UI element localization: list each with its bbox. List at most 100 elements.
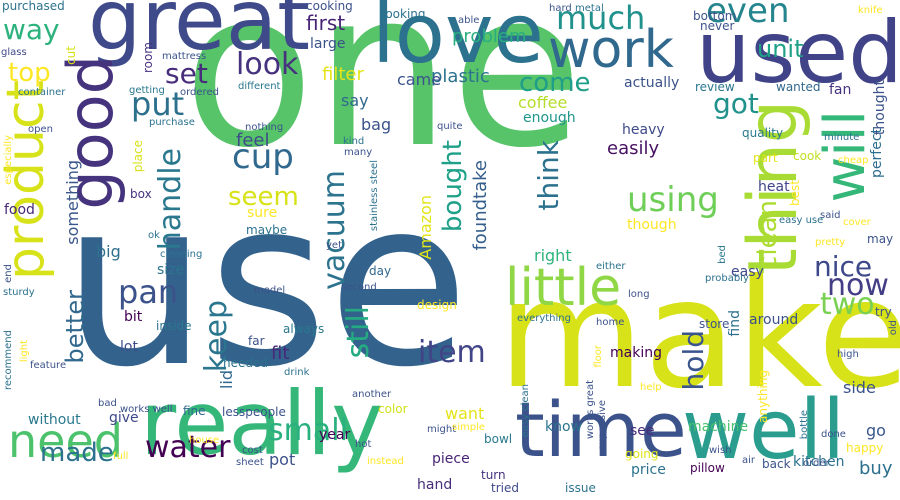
word-second: second [341,282,377,293]
word-air: air [742,455,756,466]
word-nothing: nothing [245,122,284,133]
word-actually: actually [624,75,680,91]
word-said: said [820,210,841,221]
word-another: another [352,389,392,400]
word-long: long [628,289,650,300]
word-maybe: maybe [246,223,288,237]
word-cheap: cheap [838,155,869,166]
word-high: high [837,349,859,360]
word-price: price [631,462,666,478]
word-place: place [131,140,145,173]
word-metal: metal [575,3,604,14]
word-clean: clean [753,200,783,270]
word-little: little [505,258,622,318]
word-sure: sure [247,205,278,221]
word-pot: pot [269,450,296,469]
word-bad: bad [98,398,117,409]
word-way: way [3,13,60,46]
word-turn: turn [481,468,506,482]
word-really: really [140,372,384,475]
word-issue: issue [565,481,596,495]
word-cut: cut [64,46,78,65]
word-may: may [867,232,894,246]
word-item: item [418,335,486,370]
word-review: review [695,80,735,94]
word-cost: cost [242,445,263,456]
word-knife: knife [858,5,883,16]
word-love: love [372,0,544,82]
word-amazon: Amazon [416,195,435,260]
word-hard: hard [549,3,572,14]
word-fine: fine [183,404,206,418]
word-best: best [788,180,802,206]
word-many: many [344,147,373,158]
word-purchase: purchase [149,117,195,128]
word-large: large [310,36,346,52]
word-mattress: mattress [162,51,207,62]
word-lesspeople: lesspeople [222,405,286,419]
word-needed: needed [223,356,268,370]
word-handle: handle [153,148,188,251]
word-feature: feature [30,360,67,371]
word-one: one [183,0,584,195]
word-came: came [397,70,442,89]
word-wish: wish [709,445,732,456]
word-better: better [61,290,89,364]
word-end: end [3,264,14,283]
word-still: still [341,306,376,359]
word-find: find [727,310,743,337]
word-full: full [113,451,129,462]
word-either: either [596,261,626,272]
word-light: light [19,340,30,363]
word-pillow: pillow [690,461,725,475]
word-bought: bought [438,140,468,233]
word-top: top [8,58,51,88]
word-hold: hold [677,330,710,391]
word-going: going [625,447,659,461]
word-food: food [4,202,35,218]
word-bed: bed [717,245,728,264]
word-instead: instead [367,456,404,467]
word-model: model [254,285,286,296]
word-stainless-steel: stainless steel [369,160,380,232]
word-inside: inside [156,319,192,333]
word-thought: thought [872,80,888,136]
word-looking: looking [382,7,426,21]
word-anything: anything [756,370,770,423]
word-come: come [519,68,591,98]
word-foundtake: foundtake [470,160,491,251]
word-even: even [706,0,790,31]
word-house: house [189,435,220,446]
word-enough: enough [523,110,576,126]
word-made: made [40,438,114,468]
word-first: first [306,11,346,35]
word-ordered: ordered [180,87,219,98]
word-day: day [369,264,392,278]
word-now: now [827,268,889,303]
word-drink: drink [284,367,310,378]
word-much: much [556,0,646,37]
word-work: work [548,20,674,80]
word-heat: heat [758,179,790,195]
word-floor: floor [593,345,604,368]
word-glass: glass [1,47,27,58]
word-say: say [341,91,369,110]
word-container: container [18,87,66,98]
word-kitchen: kitchen [793,454,845,470]
word-probably: probably [705,273,749,284]
word-quality: quality [742,126,784,140]
word-room: room [141,42,155,74]
word-happy: happy [846,441,884,455]
word-right: right [534,246,572,265]
word-back: back [762,457,791,471]
word-bit: bit [124,309,143,325]
word-cover: cover [843,217,871,228]
word-use: use [62,151,470,418]
word-well: well [682,383,846,478]
word-feel: feel [236,130,270,151]
word-store: store [699,317,730,331]
word-got: got [713,87,759,120]
word-bottom: bottom [693,9,737,23]
word-part: part [753,151,778,165]
word-filter: filter [322,64,364,85]
